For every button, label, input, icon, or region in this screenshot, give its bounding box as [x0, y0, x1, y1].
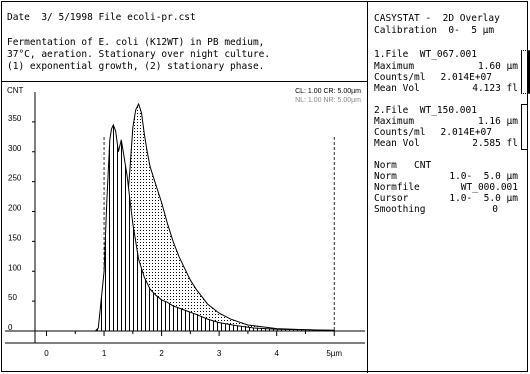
file2-counts-label: Counts/ml [374, 127, 426, 138]
smoothing-value: 0 [492, 204, 498, 215]
cursor-label: Cursor [374, 193, 409, 204]
norm-value: 1.0- 5.0 µm [449, 171, 518, 182]
normfile-value: WT_000.001 [460, 182, 518, 193]
smoothing-label: Smoothing [374, 204, 426, 215]
y-tick-label: 150 [8, 233, 22, 242]
y-tick-label: 100 [8, 263, 22, 272]
file2-maximum-label: Maximum [374, 116, 415, 127]
x-tick-label: 3 [217, 349, 222, 358]
date-file-line: Date 3/ 5/1998 File ecoli-pr.cst [7, 12, 196, 23]
calibration-line: Calibration 0- 5 µm [374, 25, 495, 36]
description-line-2: 37°C, aeration. Stationary over night cu… [7, 49, 271, 60]
panel-title: CASYSTAT - 2D Overlay [374, 13, 500, 24]
norm-label: Norm [374, 171, 397, 182]
y-tick-label: 300 [8, 144, 22, 153]
file2-maximum-value: 1.16 µm [477, 116, 518, 127]
file1-maximum-label: Maximum [374, 61, 415, 72]
norm-header: Norm CNT [374, 160, 432, 171]
file1-legend-swatch [521, 50, 530, 94]
file2-legend-swatch [521, 104, 527, 150]
cursor-value: 1.0- 5.0 µm [449, 193, 518, 204]
description-line-1: Fermentation of E. coli (K12WT) in PB me… [7, 37, 265, 48]
file1-maximum-value: 1.60 µm [477, 61, 518, 72]
x-tick-label: 1 [102, 349, 107, 358]
file2-meanvol-value: 2.585 fl [472, 138, 518, 149]
file1-name: 1.File WT_067.001 [374, 49, 477, 60]
x-tick-label: 2 [159, 349, 164, 358]
cl-cr-label: CL: 1.00 CR: 5.00µm [295, 88, 361, 95]
y-axis-title: CNT [7, 86, 24, 95]
file1-counts-label: Counts/ml [374, 72, 426, 83]
file2-counts-value: 2.014E+07 [440, 127, 492, 138]
file1-counts-value: 2.014E+07 [440, 72, 492, 83]
panel-divider [367, 1, 368, 373]
file1-meanvol-value: 4.123 fl [472, 83, 518, 94]
y-tick-label: 350 [8, 114, 22, 123]
y-tick-label: 0 [8, 323, 13, 332]
x-tick-label: 4 [274, 349, 279, 358]
y-tick-label: 200 [8, 204, 22, 213]
nl-nr-label: NL: 1.00 NR: 5.00µm [295, 97, 361, 104]
y-tick-label: 50 [8, 293, 17, 302]
x-tick-label: 0 [44, 349, 49, 358]
overlay-chart: 0 50 100 150 200 250 300 350 0 1 2 3 4 5µm CNT CL: 1.… [5, 86, 365, 358]
description-line-3: (1) exponential growth, (2) stationary p… [7, 61, 265, 72]
file2-meanvol-label: Mean Vol [374, 138, 420, 149]
file2-name: 2.File WT_150.001 [374, 105, 477, 116]
normfile-label: Normfile [374, 182, 420, 193]
header-divider [1, 81, 368, 82]
file1-meanvol-label: Mean Vol [374, 83, 420, 94]
series-2-area [94, 123, 335, 332]
x-tick-label: 5µm [326, 349, 342, 358]
y-tick-label: 250 [8, 174, 22, 183]
